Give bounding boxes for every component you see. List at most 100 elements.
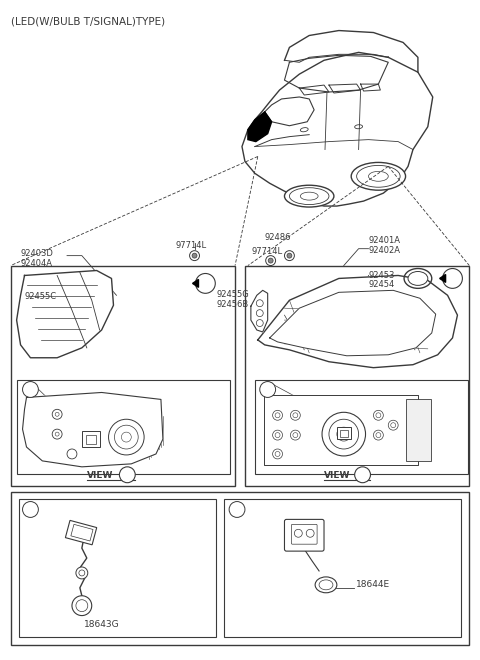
Bar (71, 524, 93, 541)
Polygon shape (258, 275, 457, 368)
Text: 92403D: 92403D (21, 249, 53, 257)
Text: a: a (28, 505, 33, 514)
Bar (406, 399, 431, 461)
Circle shape (388, 420, 398, 430)
Text: 92404A: 92404A (21, 259, 53, 267)
Circle shape (287, 253, 292, 258)
Circle shape (266, 255, 276, 265)
Circle shape (275, 451, 280, 457)
Circle shape (391, 422, 396, 428)
Circle shape (268, 258, 273, 263)
Circle shape (293, 432, 298, 438)
Circle shape (108, 419, 144, 455)
Circle shape (322, 412, 366, 456)
Ellipse shape (404, 269, 432, 288)
Text: b: b (265, 385, 270, 394)
Text: VIEW: VIEW (324, 471, 350, 480)
Polygon shape (270, 290, 436, 356)
Circle shape (195, 273, 216, 293)
Text: VIEW: VIEW (87, 471, 113, 480)
Circle shape (76, 567, 88, 579)
Bar (255, 379, 468, 474)
Text: 92455C: 92455C (24, 292, 57, 302)
Circle shape (55, 432, 59, 436)
Circle shape (275, 412, 280, 418)
FancyBboxPatch shape (285, 519, 324, 551)
Polygon shape (192, 279, 199, 287)
Circle shape (52, 429, 62, 439)
Bar (11, 492, 469, 645)
Circle shape (79, 570, 85, 576)
Ellipse shape (315, 577, 337, 593)
Text: B: B (359, 471, 366, 479)
Circle shape (273, 430, 283, 440)
Text: 92402A: 92402A (369, 246, 400, 255)
Circle shape (306, 529, 314, 537)
Bar (11, 265, 235, 486)
Text: 18644E: 18644E (356, 580, 390, 589)
Bar (245, 265, 469, 486)
Ellipse shape (355, 125, 362, 129)
Circle shape (376, 432, 381, 438)
Ellipse shape (319, 580, 333, 590)
Polygon shape (23, 393, 163, 467)
Text: 92456B: 92456B (216, 300, 249, 310)
Circle shape (260, 381, 276, 397)
Circle shape (114, 425, 138, 449)
Polygon shape (440, 275, 445, 282)
Text: 97714L: 97714L (251, 247, 282, 255)
Polygon shape (264, 395, 418, 465)
Ellipse shape (351, 162, 406, 190)
Circle shape (275, 432, 280, 438)
Ellipse shape (300, 127, 308, 132)
Bar (337, 427, 351, 439)
Polygon shape (251, 290, 268, 332)
Circle shape (355, 467, 371, 482)
Text: B: B (449, 274, 456, 283)
Circle shape (290, 430, 300, 440)
Circle shape (23, 502, 38, 517)
Circle shape (256, 300, 263, 307)
Text: 92401A: 92401A (369, 236, 400, 245)
Circle shape (285, 251, 294, 261)
Ellipse shape (300, 192, 318, 200)
Circle shape (273, 449, 283, 459)
Circle shape (376, 412, 381, 418)
Ellipse shape (289, 187, 329, 205)
Circle shape (337, 427, 351, 441)
Circle shape (256, 319, 263, 327)
Text: 92453: 92453 (369, 271, 395, 279)
Ellipse shape (357, 166, 400, 187)
FancyBboxPatch shape (291, 524, 317, 544)
Bar (17, 379, 230, 474)
Ellipse shape (408, 271, 428, 285)
Circle shape (23, 381, 38, 397)
Circle shape (192, 253, 197, 258)
Polygon shape (248, 112, 272, 142)
Circle shape (55, 412, 59, 416)
Circle shape (76, 600, 88, 612)
Circle shape (256, 310, 263, 317)
Bar (86, 435, 96, 444)
Bar (82, 431, 100, 447)
Circle shape (121, 432, 131, 442)
Text: (LED(W/BULB T/SIGNAL)TYPE): (LED(W/BULB T/SIGNAL)TYPE) (11, 16, 165, 26)
Circle shape (67, 449, 77, 459)
Text: 92455G: 92455G (216, 290, 249, 300)
Circle shape (373, 411, 384, 420)
Bar (340, 430, 348, 437)
Polygon shape (17, 271, 113, 358)
Circle shape (52, 409, 62, 419)
Circle shape (294, 529, 302, 537)
Text: 92486: 92486 (264, 233, 291, 242)
Text: 97714L: 97714L (175, 241, 206, 249)
Circle shape (443, 269, 462, 288)
Text: b: b (234, 505, 240, 514)
Circle shape (273, 411, 283, 420)
Circle shape (120, 467, 135, 482)
Text: A: A (124, 471, 131, 479)
Text: 18643G: 18643G (84, 620, 120, 628)
Circle shape (293, 412, 298, 418)
Ellipse shape (369, 172, 388, 182)
Ellipse shape (285, 185, 334, 207)
